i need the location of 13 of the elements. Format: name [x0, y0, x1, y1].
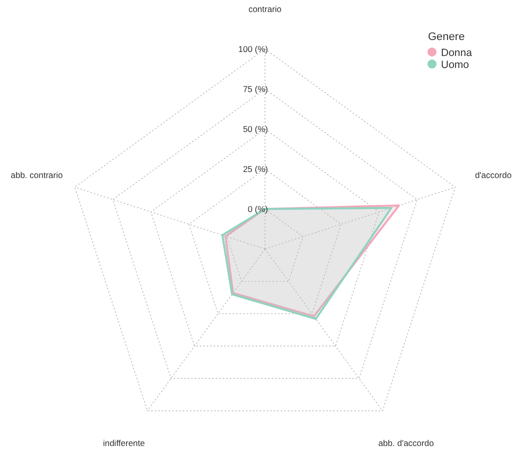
spoke-label: d'accordo	[474, 170, 512, 180]
y-tick-label: 50 (%)	[242, 124, 268, 134]
y-tick-label: 25 (%)	[242, 164, 268, 174]
y-tick-label: 100 (%)	[238, 44, 268, 54]
spoke-label: abb. contrario	[10, 170, 63, 180]
spoke-label: abb. d'accordo	[378, 438, 434, 448]
y-tick-label: 75 (%)	[242, 84, 268, 94]
spoke-label: contrario	[248, 4, 282, 14]
legend-title: Genere	[428, 31, 465, 43]
legend-label: Uomo	[441, 59, 470, 71]
spoke-label: indifferente	[102, 438, 146, 448]
legend-label: Donna	[441, 47, 472, 59]
y-tick-label: 0 (%)	[248, 204, 268, 214]
